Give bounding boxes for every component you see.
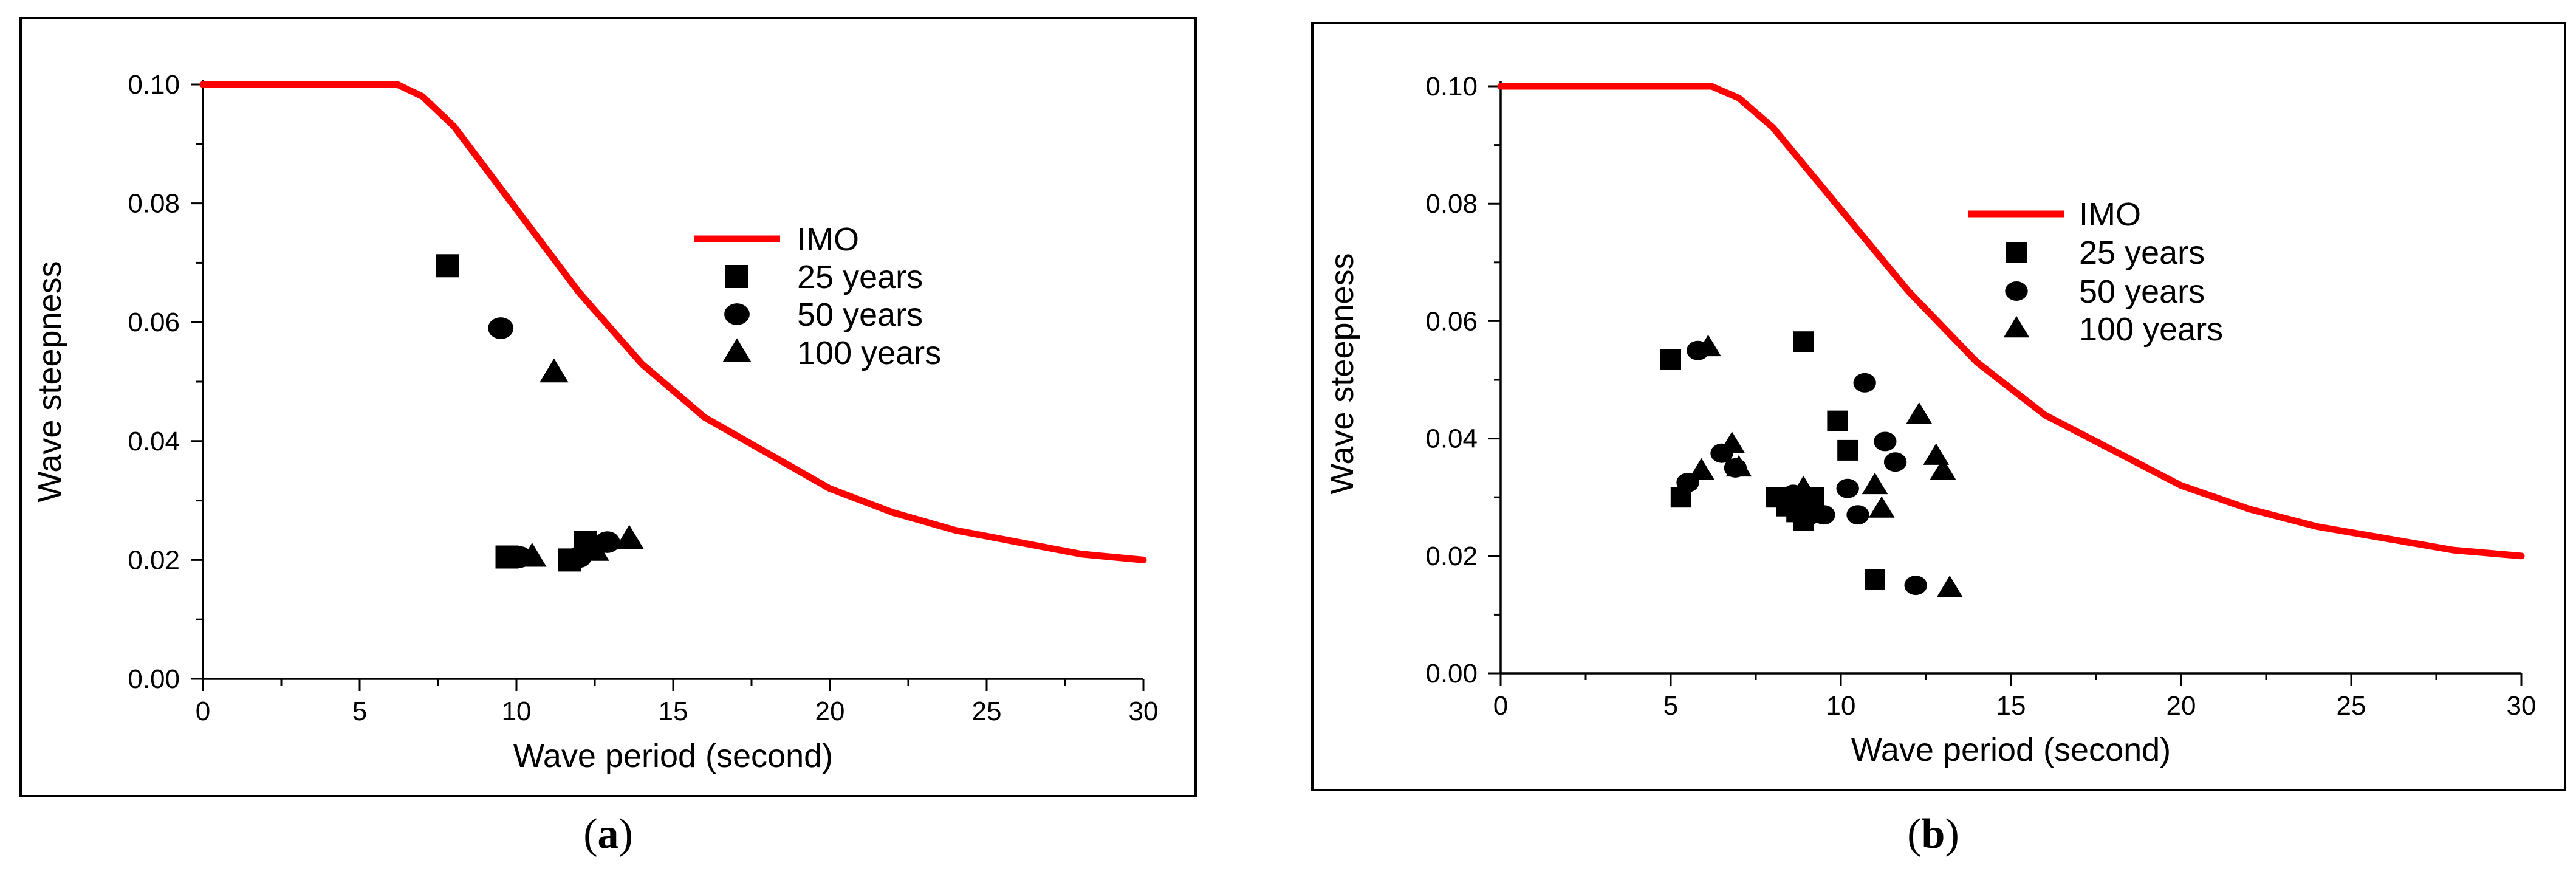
imo-line — [199, 81, 1147, 563]
panel-a-caption: (a) — [583, 811, 633, 858]
legend-label: IMO — [2079, 196, 2141, 233]
y-tick-label: 0.00 — [1425, 659, 1478, 689]
y-tick-label: 0.06 — [1425, 306, 1478, 336]
y-axis-label: Wave steepness — [1324, 253, 1360, 494]
plot-a: 0 5 10 15 20 25 30 0.00 0.02 0.04 0.06 0.08 0.10 Wave… — [32, 70, 1158, 774]
legend-square-swatch — [2006, 242, 2027, 263]
triangle-marker — [1906, 402, 1933, 424]
triangle-marker — [1923, 443, 1950, 465]
triangle-marker — [1725, 455, 1752, 477]
y-tick-label: 0.08 — [1425, 189, 1478, 219]
square-marker — [1793, 331, 1814, 352]
x-tick-label: 25 — [972, 696, 1002, 726]
y-tick-label: 0.02 — [1425, 541, 1478, 571]
y-axis-label: Wave steepness — [32, 261, 68, 502]
triangle-marker — [1688, 458, 1714, 480]
x-tick-label: 15 — [1996, 691, 2026, 721]
x-tick-label: 15 — [659, 696, 688, 726]
circle-marker — [1846, 505, 1869, 525]
x-tick-label: 10 — [502, 696, 532, 726]
x-tick-label: 20 — [2167, 691, 2196, 721]
x-tick-label: 30 — [2507, 691, 2537, 721]
x-tick-label: 5 — [1663, 691, 1678, 721]
legend-label: 50 years — [2079, 273, 2205, 310]
square-marker — [436, 254, 459, 278]
circle-marker — [1874, 431, 1897, 452]
plot-b: 0 5 10 15 20 25 30 0.00 0.02 0.04 0.06 0.08 0.10 Wave… — [1324, 72, 2536, 768]
circle-marker — [1836, 478, 1859, 498]
square-marker — [1837, 439, 1858, 461]
y-tick-label: 0.10 — [128, 70, 180, 100]
y-tick-label: 0.00 — [128, 664, 180, 694]
legend-circle-swatch — [724, 303, 750, 325]
triangle-marker — [1862, 472, 1888, 495]
panel-b: 0 5 10 15 20 25 30 0.00 0.02 0.04 0.06 0.08 0.10 Wave… — [1311, 22, 2566, 858]
x-tick-label: 25 — [2337, 691, 2366, 721]
x-tick-label: 0 — [196, 696, 210, 726]
triangle-marker — [1930, 458, 1956, 480]
y-tick-label: 0.08 — [128, 189, 180, 219]
triangle-marker — [580, 537, 609, 561]
x-tick-label: 5 — [352, 696, 367, 726]
y-tick-label: 0.04 — [128, 427, 180, 456]
circle-marker — [1853, 373, 1876, 393]
triangle-marker — [1868, 496, 1895, 518]
square-marker — [1660, 349, 1681, 370]
triangle-marker — [1695, 334, 1721, 357]
legend-label: 100 years — [2079, 311, 2223, 348]
triangle-marker — [1800, 493, 1827, 515]
y-tick-label: 0.04 — [1425, 424, 1478, 454]
legend-label: 100 years — [797, 335, 941, 371]
circle-marker — [1883, 452, 1907, 472]
panel-a: 0 5 10 15 20 25 30 0.00 0.02 0.04 0.06 0.08 0.10 Wave… — [19, 17, 1197, 858]
triangle-marker — [615, 524, 644, 549]
triangle-marker — [1719, 431, 1745, 453]
legend-triangle-swatch — [722, 338, 752, 362]
square-marker — [1865, 569, 1885, 590]
x-axis-label: Wave period (second) — [513, 738, 833, 774]
circle-marker — [1904, 576, 1927, 596]
circle-marker — [566, 546, 592, 568]
y-tick-label: 0.02 — [128, 545, 180, 575]
x-tick-label: 0 — [1493, 691, 1508, 721]
panel-b-caption: (b) — [1907, 811, 1959, 858]
triangle-marker — [1936, 575, 1963, 597]
x-axis-label: Wave period (second) — [1851, 732, 2171, 768]
y-tick-label: 0.10 — [1425, 72, 1478, 101]
circle-marker — [488, 317, 514, 339]
triangle-marker — [1790, 475, 1817, 497]
y-tick-label: 0.06 — [128, 308, 180, 337]
triangle-marker — [540, 358, 569, 383]
square-marker — [1827, 410, 1848, 431]
imo-line — [1497, 83, 2525, 560]
legend-label: 25 years — [797, 259, 923, 295]
triangle-marker — [518, 542, 547, 567]
legend-label: IMO — [797, 221, 859, 258]
legend-circle-swatch — [2005, 281, 2028, 301]
panel-b-frame — [1311, 22, 2566, 791]
x-tick-label: 30 — [1129, 696, 1159, 726]
legend-label: 50 years — [797, 297, 923, 333]
legend-label: 25 years — [2079, 235, 2205, 271]
panel-a-frame — [19, 17, 1197, 797]
legend-square-swatch — [725, 265, 748, 288]
x-tick-label: 20 — [815, 696, 845, 726]
x-tick-label: 10 — [1826, 691, 1856, 721]
legend-triangle-swatch — [2003, 315, 2030, 338]
